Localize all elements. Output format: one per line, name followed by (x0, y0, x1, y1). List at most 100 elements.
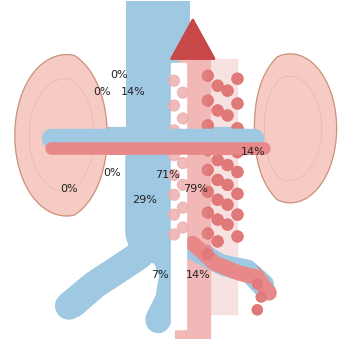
Circle shape (177, 113, 188, 124)
Circle shape (212, 131, 223, 142)
Circle shape (212, 80, 223, 91)
Circle shape (212, 236, 223, 247)
Circle shape (232, 147, 243, 158)
Circle shape (168, 100, 179, 111)
Circle shape (232, 188, 243, 199)
Circle shape (168, 125, 179, 136)
Circle shape (177, 158, 188, 169)
Circle shape (232, 98, 243, 109)
Circle shape (202, 207, 213, 218)
Circle shape (168, 75, 179, 86)
Polygon shape (254, 54, 337, 203)
Circle shape (202, 186, 213, 197)
Circle shape (168, 100, 179, 111)
Circle shape (202, 70, 213, 81)
Circle shape (222, 199, 233, 210)
Circle shape (232, 188, 243, 199)
Circle shape (177, 158, 188, 169)
Circle shape (177, 87, 188, 98)
Circle shape (212, 214, 223, 225)
Circle shape (202, 186, 213, 197)
Text: 0%: 0% (110, 70, 128, 80)
Circle shape (202, 120, 213, 131)
Circle shape (232, 231, 243, 242)
Circle shape (232, 167, 243, 177)
Text: 7%: 7% (151, 270, 169, 279)
Circle shape (252, 279, 262, 289)
Circle shape (212, 131, 223, 142)
Circle shape (232, 167, 243, 177)
Circle shape (212, 214, 223, 225)
Circle shape (202, 165, 213, 175)
Circle shape (202, 249, 213, 260)
Polygon shape (171, 19, 215, 59)
Circle shape (202, 165, 213, 175)
Circle shape (168, 209, 179, 220)
Circle shape (232, 123, 243, 134)
Circle shape (256, 292, 266, 302)
Text: 29%: 29% (132, 195, 157, 205)
Circle shape (212, 174, 223, 185)
Circle shape (222, 159, 233, 170)
Polygon shape (175, 59, 185, 329)
Circle shape (232, 98, 243, 109)
Circle shape (252, 305, 262, 315)
Circle shape (232, 123, 243, 134)
Circle shape (222, 159, 233, 170)
Circle shape (177, 113, 188, 124)
Circle shape (177, 87, 188, 98)
Circle shape (168, 189, 179, 200)
Text: 0%: 0% (60, 184, 78, 193)
Circle shape (212, 105, 223, 116)
Circle shape (222, 110, 233, 121)
Circle shape (212, 155, 223, 166)
Circle shape (212, 105, 223, 116)
Circle shape (212, 236, 223, 247)
Circle shape (177, 202, 188, 213)
Circle shape (168, 170, 179, 181)
Circle shape (168, 150, 179, 160)
Circle shape (222, 219, 233, 230)
Circle shape (168, 229, 179, 240)
Text: 0%: 0% (93, 87, 111, 97)
Circle shape (256, 292, 266, 302)
Circle shape (168, 150, 179, 160)
Circle shape (202, 95, 213, 106)
Circle shape (202, 228, 213, 239)
Circle shape (168, 170, 179, 181)
Circle shape (212, 155, 223, 166)
Text: 71%: 71% (155, 170, 179, 180)
Polygon shape (171, 19, 215, 59)
Text: 14%: 14% (120, 87, 145, 97)
Circle shape (177, 138, 188, 149)
Circle shape (222, 199, 233, 210)
Circle shape (232, 147, 243, 158)
Circle shape (222, 135, 233, 146)
Polygon shape (170, 59, 180, 339)
Circle shape (212, 174, 223, 185)
Circle shape (177, 180, 188, 190)
Circle shape (212, 194, 223, 205)
Circle shape (252, 305, 262, 315)
Circle shape (222, 85, 233, 96)
Circle shape (168, 229, 179, 240)
Circle shape (202, 249, 213, 260)
Text: 0%: 0% (104, 168, 121, 179)
Circle shape (222, 180, 233, 190)
Circle shape (212, 194, 223, 205)
Circle shape (177, 222, 188, 233)
Circle shape (177, 138, 188, 149)
Circle shape (222, 135, 233, 146)
Circle shape (222, 219, 233, 230)
Circle shape (177, 202, 188, 213)
Circle shape (202, 145, 213, 156)
Polygon shape (168, 59, 237, 314)
Circle shape (222, 85, 233, 96)
Circle shape (202, 145, 213, 156)
Circle shape (202, 70, 213, 81)
Circle shape (202, 207, 213, 218)
Circle shape (177, 180, 188, 190)
Circle shape (177, 222, 188, 233)
Circle shape (168, 75, 179, 86)
Circle shape (202, 95, 213, 106)
